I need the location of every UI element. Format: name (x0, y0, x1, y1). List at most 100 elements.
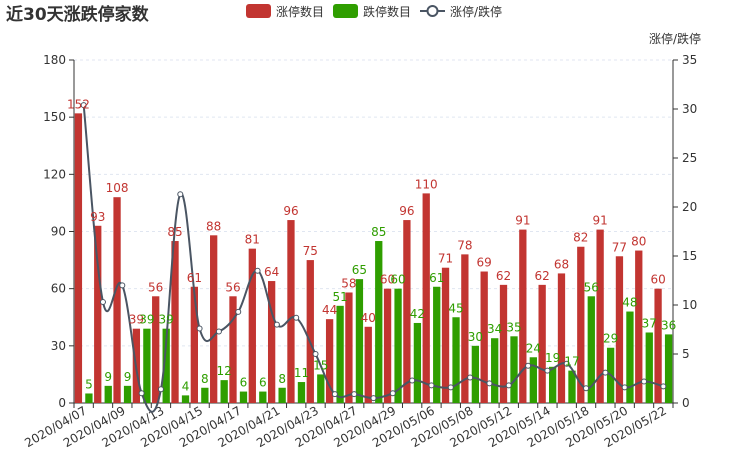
ratio-point (525, 362, 532, 369)
data-label-limit-down: 42 (410, 307, 425, 321)
legend-item[interactable]: 跌停数目 (333, 4, 411, 19)
bar-limit-down (355, 279, 364, 403)
bar-limit-down (278, 387, 286, 403)
data-label-limit-up: 152 (67, 97, 90, 111)
bar-limit-up (364, 326, 372, 403)
data-label-limit-up: 56 (225, 280, 240, 294)
bar-limit-down (143, 328, 151, 403)
data-label-limit-down: 6 (259, 376, 267, 390)
legend[interactable]: 涨停数目 跌停数目 涨停/跌停 (246, 4, 502, 19)
data-label-limit-down: 37 (642, 316, 657, 330)
bar-limit-up (422, 193, 430, 403)
data-label-limit-down: 56 (584, 280, 599, 294)
bar-limit-down (317, 374, 325, 403)
ratio-point (660, 383, 667, 390)
bar-limit-up (635, 250, 643, 403)
data-label-limit-up: 58 (341, 276, 356, 290)
bar-limit-down (394, 288, 402, 403)
bar-limit-up (306, 260, 314, 403)
data-label-limit-up: 80 (631, 235, 646, 249)
data-label-limit-down: 45 (448, 301, 463, 315)
ratio-point (235, 308, 242, 315)
ratio-point (621, 384, 628, 391)
data-label-limit-down: 8 (201, 372, 209, 386)
y-left-tick-label: 30 (51, 339, 66, 353)
data-label-limit-up: 82 (573, 231, 588, 245)
data-label-limit-up: 77 (612, 240, 627, 254)
ratio-point (389, 390, 396, 397)
legend-label: 跌停数目 (363, 4, 411, 19)
bar-limit-up (94, 225, 102, 403)
legend-swatch (246, 4, 271, 18)
data-label-limit-up: 75 (303, 244, 318, 258)
data-label-limit-up: 64 (264, 265, 279, 279)
data-label-limit-up: 88 (206, 219, 221, 233)
bar-limit-down (259, 391, 267, 403)
data-label-limit-up: 68 (554, 257, 569, 271)
ratio-point (312, 351, 319, 357)
data-label-limit-down: 17 (564, 355, 579, 369)
ratio-point (351, 391, 358, 398)
legend-label: 涨停数目 (276, 4, 324, 19)
bar-limit-down (239, 391, 248, 403)
bar-limit-down (85, 393, 93, 403)
data-label-limit-up: 85 (167, 225, 182, 239)
legend-item[interactable]: 涨停数目 (246, 4, 324, 19)
data-label-limit-down: 11 (294, 366, 309, 380)
bar-limit-up (538, 284, 546, 403)
ratio-point (293, 314, 300, 321)
bar-limit-down (549, 366, 557, 403)
bar-limit-up (113, 197, 121, 403)
bar-limit-down (568, 370, 576, 403)
data-label-limit-down: 51 (332, 290, 347, 304)
bar-limit-up (596, 229, 604, 403)
ratio-point (331, 391, 338, 398)
data-label-limit-down: 6 (240, 376, 248, 390)
data-label-limit-down: 5 (85, 377, 93, 391)
ratio-point (505, 382, 512, 389)
data-label-limit-up: 62 (535, 269, 550, 283)
data-label-limit-up: 81 (245, 233, 260, 247)
ratio-point (602, 369, 609, 376)
bar-limit-down (220, 380, 228, 403)
data-label-limit-up: 78 (457, 238, 472, 252)
bar-limit-up (171, 241, 179, 403)
bar-limit-down (529, 357, 537, 403)
ratio-point (409, 377, 416, 384)
ratio-point (215, 328, 222, 335)
bar-limit-down (201, 387, 209, 403)
legend-item[interactable]: 涨停/跌停 (420, 4, 502, 19)
legend-swatch-marker (426, 5, 439, 17)
chart-title: 近30天涨跌停家数 (6, 4, 150, 25)
y-right-tick-label: 15 (682, 249, 697, 263)
data-label-limit-down: 48 (622, 296, 637, 310)
bar-limit-down (181, 395, 190, 403)
bar-limit-up (325, 319, 334, 403)
data-label-limit-up: 91 (515, 214, 530, 228)
ratio-point (370, 395, 377, 402)
bar-limit-down (375, 241, 383, 403)
bar-limit-up (557, 273, 566, 403)
bar-limit-up (480, 271, 488, 403)
bar-limit-up (74, 113, 83, 403)
data-label-limit-down: 30 (468, 330, 483, 344)
bar-limit-up (287, 220, 295, 403)
bar-limit-up (461, 254, 469, 403)
data-label-limit-down: 65 (352, 263, 367, 277)
data-labels: 1525939108939395639854618881256681664896… (67, 97, 676, 393)
data-label-limit-down: 24 (526, 341, 541, 355)
bar-limit-up (152, 296, 160, 403)
bar-limit-down (297, 382, 306, 403)
bar-limit-down (471, 345, 480, 403)
y-left-tick-label: 60 (51, 282, 66, 296)
data-label-limit-down: 60 (390, 273, 405, 287)
bar-limit-down (510, 336, 518, 403)
data-label-limit-down: 8 (278, 372, 286, 386)
ratio-point (467, 374, 474, 381)
y-right-tick-label: 25 (682, 151, 697, 165)
y-right-tick-label: 10 (682, 298, 697, 312)
ratio-point (254, 267, 261, 274)
data-label-limit-down: 12 (217, 364, 232, 378)
y-right-tick-label: 35 (682, 53, 697, 67)
data-label-limit-up: 39 (129, 313, 144, 327)
